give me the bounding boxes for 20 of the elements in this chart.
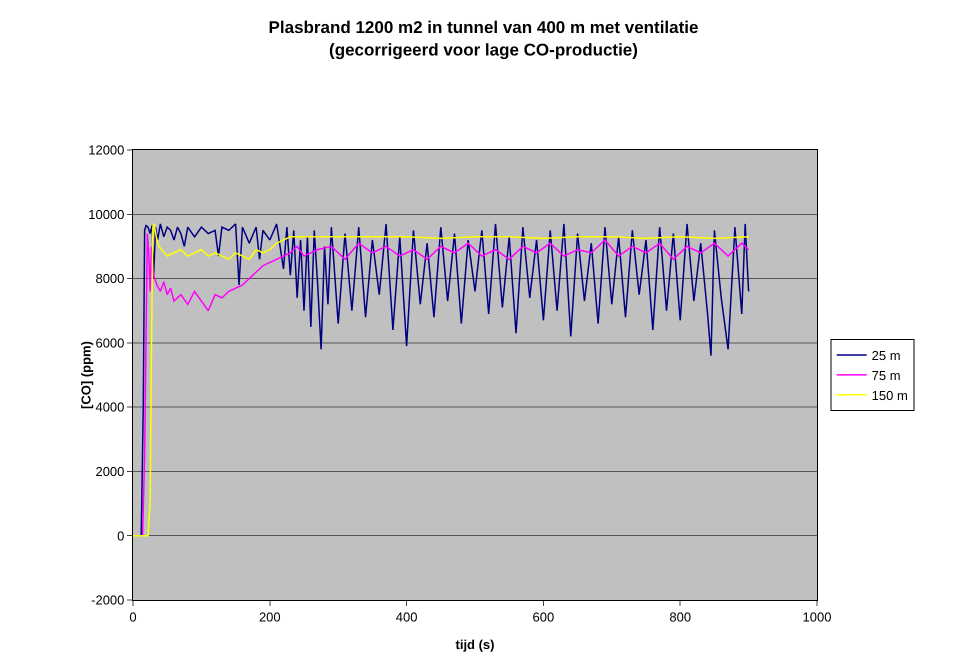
legend-label: 75 m [872, 368, 901, 383]
y-tick-label: 6000 [95, 335, 124, 350]
x-tick-label: 400 [396, 610, 418, 625]
y-tick-label: 2000 [95, 464, 124, 479]
y-tick-label: 8000 [95, 271, 124, 286]
x-tick-label: 600 [532, 610, 554, 625]
y-tick-label: 4000 [95, 400, 124, 415]
chart-title: Plasbrand 1200 m2 in tunnel van 400 m met ventilatie (gecorrigeerd voor lage CO-productie) [268, 18, 698, 60]
y-tick-label: 12000 [88, 142, 124, 158]
x-tick-label: 1000 [802, 610, 832, 625]
y-axis-title: [CO] (ppm) [78, 341, 94, 409]
legend-label: 150 m [872, 388, 908, 403]
legend-label: 25 m [872, 348, 901, 364]
y-tick-label: -2000 [91, 592, 124, 608]
x-tick-label: 800 [669, 610, 692, 625]
x-axis-title: tijd (s) [456, 637, 494, 652]
y-tick-label: 10000 [88, 206, 124, 222]
y-tick-label: 0 [117, 528, 124, 544]
x-tick-label: 200 [258, 610, 281, 625]
x-tick-label: 0 [129, 610, 137, 625]
